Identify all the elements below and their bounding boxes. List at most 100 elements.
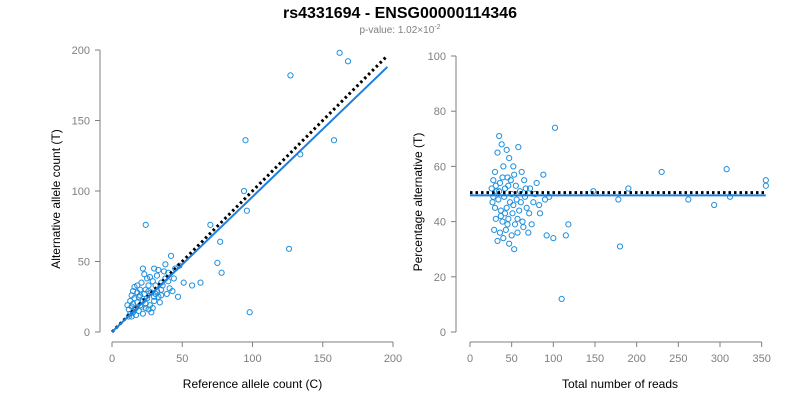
left-data-point bbox=[336, 49, 343, 56]
left-data-point bbox=[124, 302, 131, 309]
right-data-point bbox=[490, 177, 497, 184]
left-y-tick-label: 100 bbox=[72, 186, 90, 198]
left-data-point bbox=[141, 271, 148, 278]
right-data-point bbox=[506, 155, 513, 162]
left-x-tick-label: 50 bbox=[176, 353, 188, 365]
right-data-point bbox=[541, 196, 549, 203]
right-data-point bbox=[504, 174, 511, 181]
right-data-point bbox=[658, 168, 665, 176]
right-data-point bbox=[515, 143, 522, 151]
left-data-point bbox=[174, 293, 182, 300]
right-data-point bbox=[762, 177, 769, 184]
right-data-point bbox=[504, 221, 511, 228]
right-data-point bbox=[503, 146, 510, 153]
left-data-point bbox=[240, 187, 248, 195]
left-data-point bbox=[207, 221, 214, 228]
left-data-point bbox=[129, 288, 137, 295]
right-data-point bbox=[501, 210, 509, 217]
right-data-point bbox=[492, 182, 499, 189]
left-data-point bbox=[149, 278, 156, 285]
right-data-point bbox=[520, 224, 527, 231]
right-data-point bbox=[726, 193, 734, 200]
left-data-point bbox=[218, 269, 225, 276]
right-data-point bbox=[762, 182, 769, 189]
right-data-point bbox=[506, 240, 513, 247]
right-x-tick-label: 150 bbox=[586, 353, 604, 365]
right-data-point bbox=[499, 218, 506, 225]
left-data-point bbox=[217, 238, 224, 245]
left-x-tick-label: 150 bbox=[314, 353, 332, 365]
right-data-point bbox=[514, 215, 521, 222]
left-x-tick-label: 0 bbox=[109, 353, 115, 365]
right-data-point bbox=[495, 196, 502, 203]
left-data-point bbox=[163, 290, 170, 298]
left-x-tick-label: 100 bbox=[243, 353, 261, 365]
left-data-point bbox=[180, 279, 187, 286]
right-data-point bbox=[522, 185, 529, 192]
left-data-point bbox=[287, 72, 294, 79]
left-data-point bbox=[148, 309, 155, 316]
left-reference-dotted-line bbox=[110, 55, 388, 334]
right-data-point bbox=[511, 221, 519, 228]
left-data-point bbox=[158, 292, 165, 299]
left-data-point bbox=[127, 297, 134, 305]
right-data-point bbox=[521, 177, 528, 184]
right-data-point bbox=[502, 226, 509, 233]
right-data-point bbox=[519, 218, 526, 225]
right-x-axis-label: Total number of reads bbox=[562, 377, 678, 391]
right-data-point bbox=[530, 199, 537, 206]
right-data-point bbox=[491, 168, 499, 176]
left-data-point bbox=[188, 282, 196, 289]
left-y-tick-label: 150 bbox=[72, 116, 90, 128]
right-data-point bbox=[523, 204, 530, 211]
right-y-tick-label: 20 bbox=[434, 272, 446, 284]
right-data-point bbox=[536, 210, 544, 217]
right-data-point bbox=[685, 196, 692, 203]
right-y-tick-label: 40 bbox=[434, 217, 446, 229]
left-x-tick-label: 200 bbox=[384, 353, 402, 365]
right-y-tick-label: 80 bbox=[434, 106, 446, 118]
right-data-point bbox=[513, 196, 520, 203]
right-y-tick-label: 100 bbox=[428, 51, 446, 63]
right-data-point bbox=[508, 232, 515, 239]
right-data-point bbox=[500, 235, 507, 242]
left-data-point bbox=[170, 275, 177, 282]
left-y-tick-label: 200 bbox=[72, 45, 90, 57]
left-data-point bbox=[197, 279, 204, 286]
left-data-point bbox=[142, 300, 149, 307]
right-data-point bbox=[498, 141, 505, 148]
right-data-point bbox=[543, 232, 550, 239]
left-data-point bbox=[142, 304, 149, 312]
left-data-point bbox=[153, 272, 161, 279]
right-data-point bbox=[494, 149, 501, 156]
left-data-point bbox=[151, 293, 158, 300]
right-data-point bbox=[491, 204, 499, 211]
right-data-point bbox=[511, 171, 518, 178]
left-data-point bbox=[169, 288, 176, 295]
right-data-point bbox=[546, 193, 553, 200]
right-x-tick-label: 0 bbox=[467, 353, 473, 365]
left-data-point bbox=[285, 245, 293, 252]
right-data-point bbox=[711, 201, 718, 209]
left-data-point bbox=[139, 310, 147, 317]
left-data-point bbox=[151, 265, 158, 272]
right-data-point bbox=[525, 229, 532, 236]
left-data-point bbox=[135, 307, 142, 314]
right-data-point bbox=[510, 201, 517, 209]
right-data-point bbox=[497, 212, 504, 220]
right-data-point bbox=[505, 215, 512, 222]
right-data-point bbox=[550, 235, 557, 242]
right-data-point bbox=[514, 229, 521, 236]
right-data-point bbox=[565, 221, 572, 228]
figure-title: rs4331694 - ENSG00000114346 bbox=[283, 5, 517, 22]
right-data-point bbox=[551, 124, 559, 131]
left-y-axis-label: Alternative allele count (T) bbox=[49, 129, 63, 268]
right-data-point bbox=[492, 215, 499, 222]
right-x-tick-label: 250 bbox=[669, 353, 687, 365]
right-data-point bbox=[536, 201, 543, 209]
right-data-point bbox=[512, 182, 519, 189]
right-data-point bbox=[526, 210, 533, 217]
left-data-point bbox=[134, 282, 141, 289]
right-data-point bbox=[510, 163, 517, 170]
